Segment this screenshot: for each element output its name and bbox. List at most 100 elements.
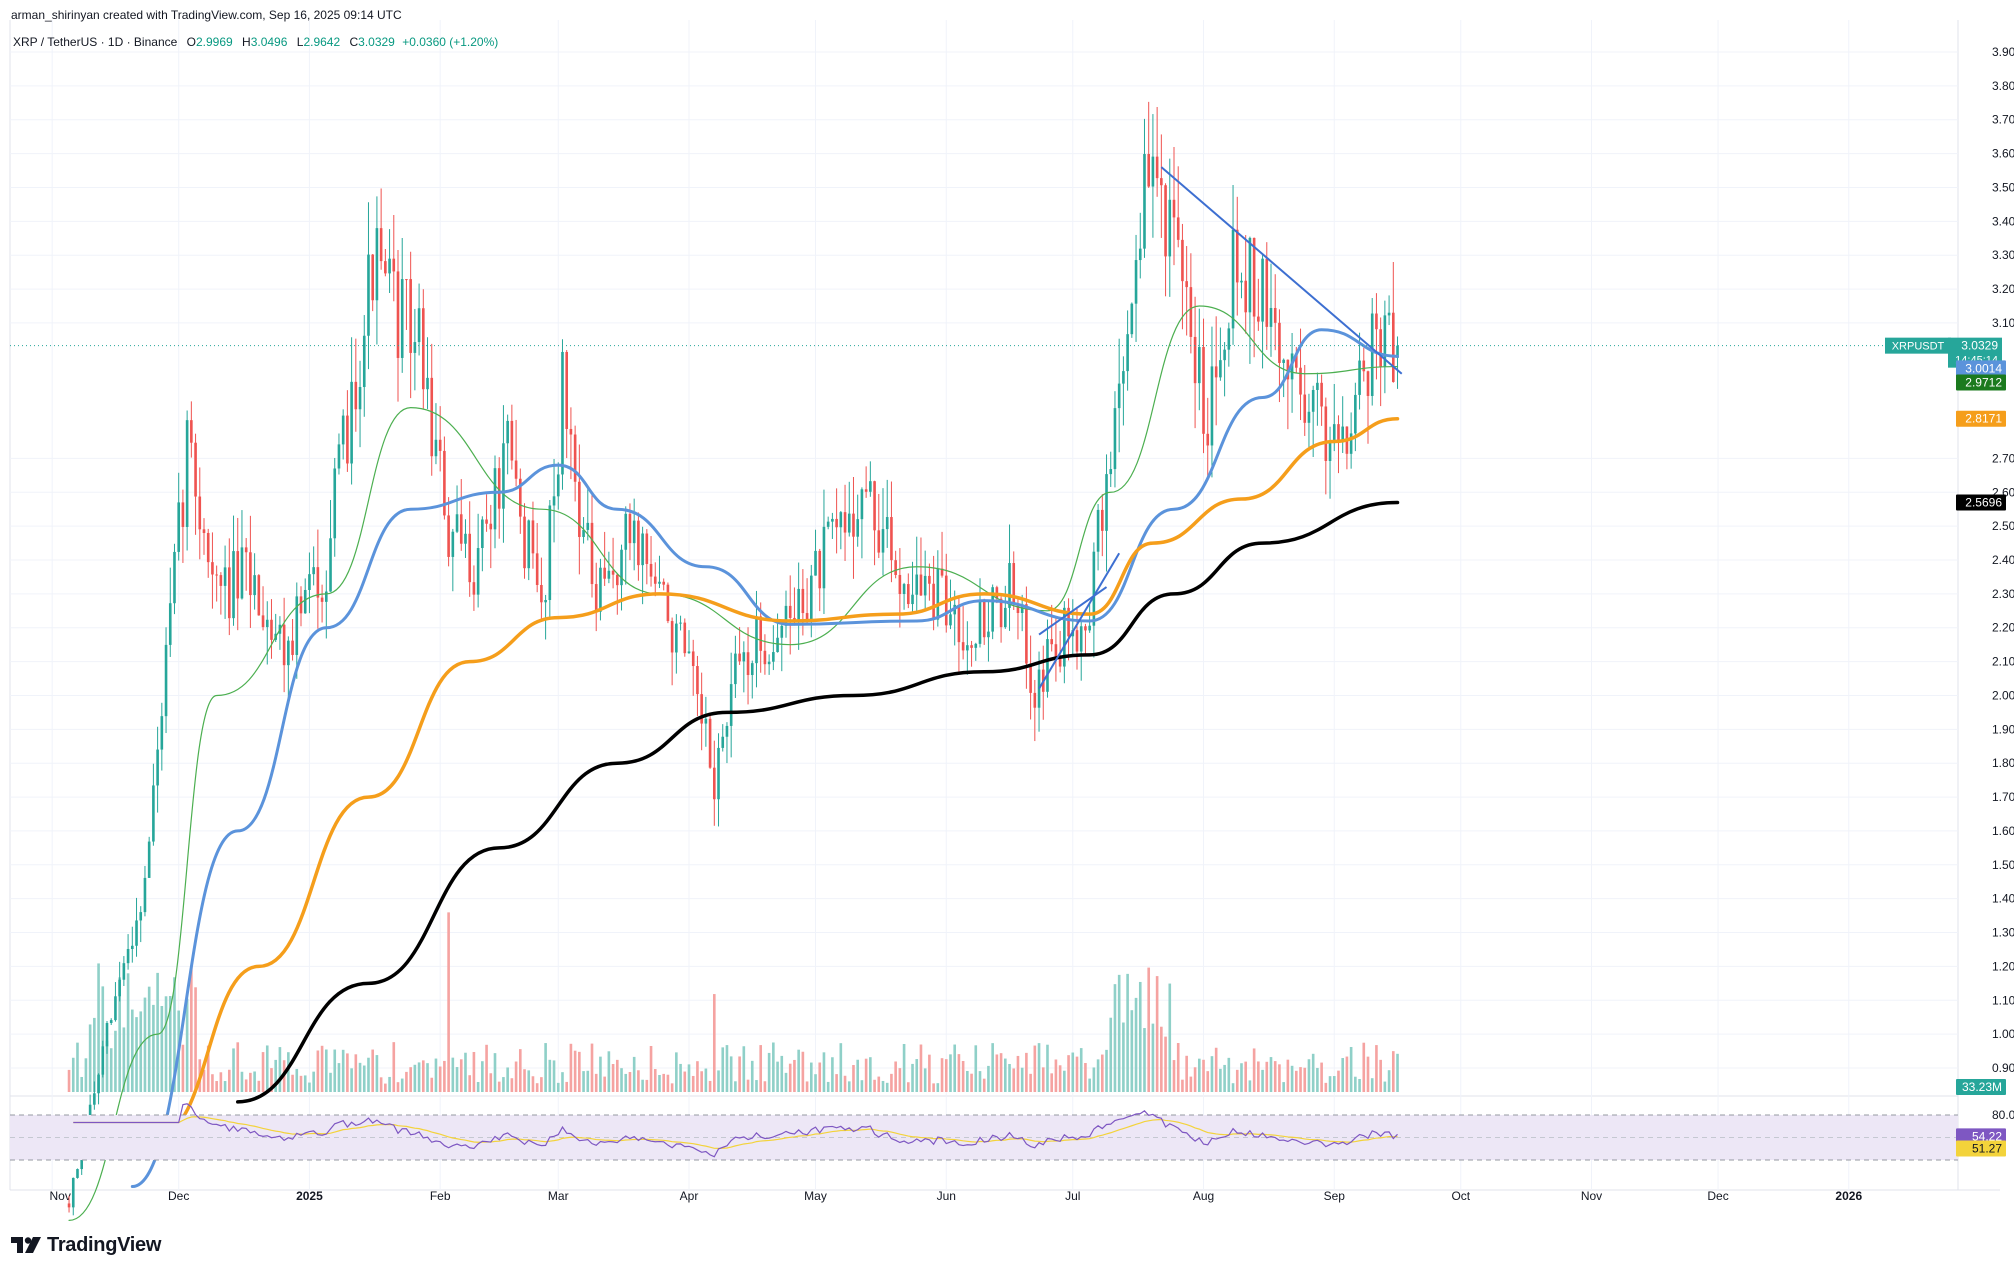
price-tick-label: 3.4000 xyxy=(1992,214,2014,228)
candle-body xyxy=(721,736,725,748)
candle-body xyxy=(974,643,978,648)
candle-body xyxy=(1058,657,1062,667)
volume-bar xyxy=(915,1059,919,1092)
candle-body xyxy=(594,584,598,612)
candle-body xyxy=(1185,281,1188,288)
volume-bar xyxy=(135,1017,138,1092)
volume-bar xyxy=(877,1076,881,1092)
volume-bar xyxy=(1391,1051,1395,1092)
candle-body xyxy=(1311,389,1315,412)
candle-body xyxy=(523,516,526,569)
volume-bar xyxy=(1003,1058,1007,1092)
volume-bar xyxy=(944,1059,948,1092)
candle-body xyxy=(114,996,117,1021)
candle-body xyxy=(93,1093,96,1105)
volume-bar xyxy=(126,973,130,1092)
candle-body xyxy=(1273,307,1277,323)
candle-body xyxy=(1223,349,1226,361)
candle-body xyxy=(742,652,746,662)
candle-body xyxy=(759,616,763,651)
volume-bar xyxy=(303,1075,307,1092)
candle-body xyxy=(1202,347,1205,434)
candle-body xyxy=(738,653,741,662)
candle-body xyxy=(675,623,678,653)
candle-body xyxy=(518,478,522,517)
volume-bar xyxy=(118,977,121,1092)
candle-body xyxy=(160,716,164,750)
volume-bar xyxy=(957,1054,961,1092)
candle-body xyxy=(906,584,910,605)
price-tick-label: 0.9000 xyxy=(1992,1061,2014,1075)
ma20-value-tag-bg xyxy=(1956,374,2006,391)
volume-bar xyxy=(708,1080,712,1092)
price-tick-label: 1.4000 xyxy=(1992,892,2014,906)
price-tick-label: 3.5000 xyxy=(1992,180,2014,194)
candle-body xyxy=(1100,509,1104,531)
volume-bar xyxy=(223,1081,227,1092)
candle-body xyxy=(666,584,670,622)
candle-body xyxy=(679,622,682,624)
candle-body xyxy=(468,533,472,583)
volume-bar xyxy=(1307,1059,1311,1092)
time-tick-label: Dec xyxy=(1707,1189,1728,1203)
time-tick-label: Oct xyxy=(1451,1189,1470,1203)
candle-body xyxy=(447,515,450,557)
volume-bar xyxy=(831,1057,834,1092)
candle-body xyxy=(101,1046,105,1075)
volume-bar xyxy=(1134,997,1138,1092)
volume-bar xyxy=(506,1067,509,1092)
candle-body xyxy=(514,460,518,479)
candle-body xyxy=(831,518,834,522)
candle-body xyxy=(797,588,800,623)
volume-bar xyxy=(653,1069,657,1092)
candle-body xyxy=(122,963,126,980)
candle-body xyxy=(270,619,273,640)
price-tick-label: 1.0000 xyxy=(1992,1027,2014,1041)
volume-bar xyxy=(417,1062,421,1092)
candle-body xyxy=(455,514,459,532)
candle-body xyxy=(1008,563,1011,608)
candle-body xyxy=(776,637,779,653)
volume-bar xyxy=(540,1077,543,1092)
candle-body xyxy=(312,567,315,575)
candle-body xyxy=(303,589,307,614)
volume-bar xyxy=(1079,1048,1083,1092)
candle-body xyxy=(527,520,531,569)
volume-bar xyxy=(88,1024,92,1092)
candle-body xyxy=(497,468,501,509)
volume-bar xyxy=(447,912,450,1092)
volume-bar xyxy=(607,1051,611,1092)
volume-bar xyxy=(1067,1055,1070,1092)
volume-bar xyxy=(763,1081,767,1092)
symbol-tag: XRPUSDT xyxy=(1892,341,1945,353)
volume-bar xyxy=(1265,1061,1269,1092)
volume-bar xyxy=(388,1076,391,1092)
candle-body xyxy=(949,614,952,626)
candle-body xyxy=(902,584,906,594)
volume-bar xyxy=(1008,1063,1011,1092)
volume-bar xyxy=(308,1082,311,1092)
volume-bar xyxy=(658,1075,661,1092)
price-tick-label: 3.9000 xyxy=(1992,45,2014,59)
volume-bar xyxy=(759,1045,763,1092)
volume-bar xyxy=(1370,1078,1374,1092)
volume-bar xyxy=(514,1061,518,1092)
volume-bar xyxy=(1050,1073,1054,1092)
volume-bar xyxy=(409,1067,412,1092)
time-tick-label: Jul xyxy=(1065,1189,1080,1203)
volume-bar xyxy=(987,1065,990,1092)
candle-body xyxy=(835,518,838,528)
candle-body xyxy=(565,351,569,429)
time-tick-label: Feb xyxy=(430,1189,451,1203)
ma100-value-tag: 2.8171 xyxy=(1965,412,2002,426)
candle-body xyxy=(194,442,197,497)
tradingview-logo[interactable]: TradingView xyxy=(11,1233,161,1257)
volume-bar xyxy=(970,1073,973,1092)
candle-body xyxy=(708,718,712,768)
volume-bar xyxy=(582,1071,585,1092)
volume-bar xyxy=(354,1054,358,1092)
volume-bar xyxy=(261,1052,265,1092)
volume-bar xyxy=(459,1059,463,1092)
volume-bar xyxy=(211,1074,214,1092)
